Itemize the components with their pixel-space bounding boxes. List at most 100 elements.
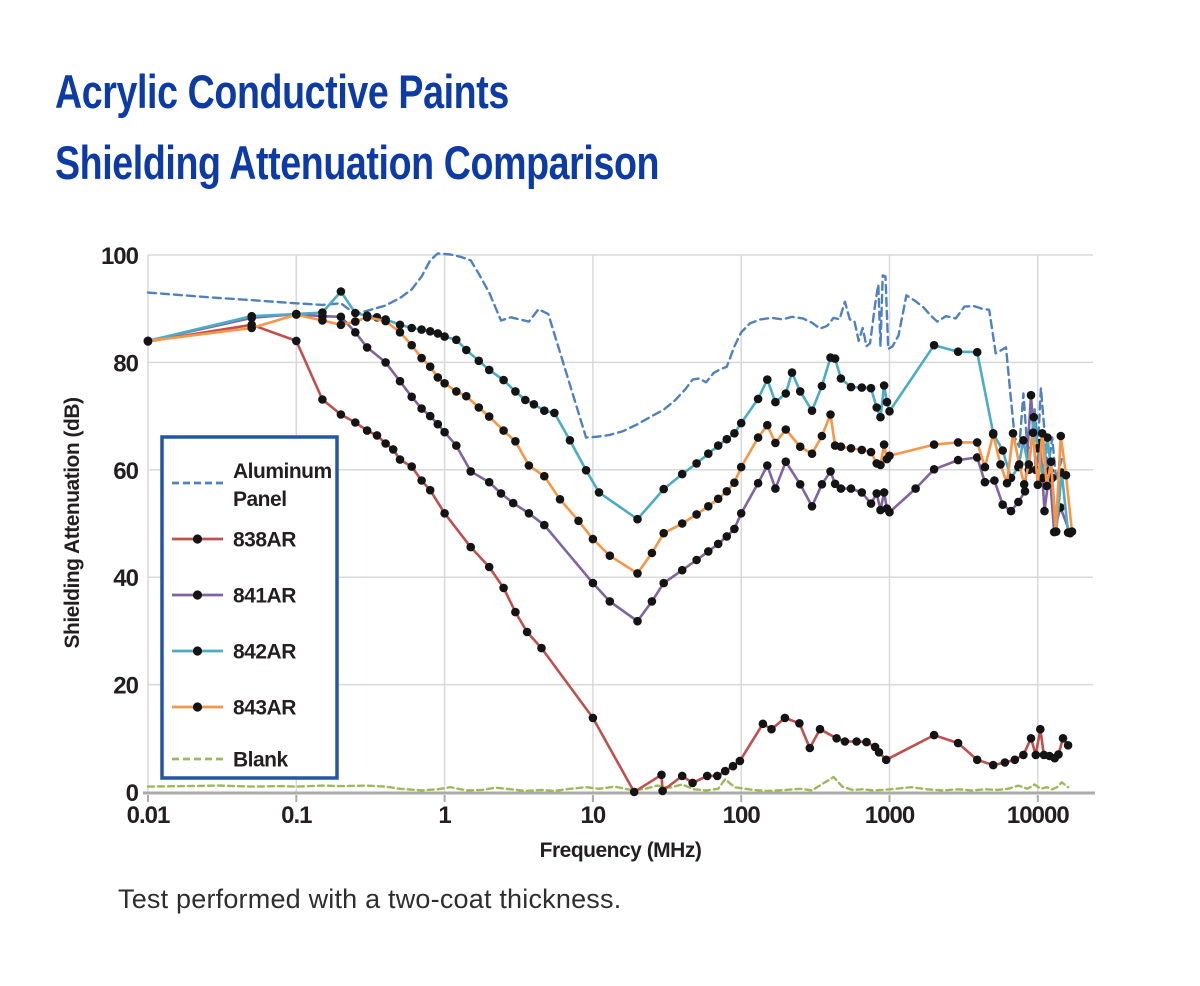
data-point-marker bbox=[351, 418, 360, 427]
data-point-marker bbox=[866, 383, 876, 393]
data-point-marker bbox=[466, 542, 476, 552]
data-point-marker bbox=[659, 528, 668, 538]
data-point-marker bbox=[395, 455, 405, 464]
series-aluminum-panel bbox=[146, 252, 1063, 482]
data-point-marker bbox=[381, 358, 390, 367]
data-point-marker bbox=[929, 465, 939, 474]
data-point-marker bbox=[692, 555, 701, 565]
data-point-marker bbox=[1015, 460, 1024, 469]
x-tick-label: 10 bbox=[581, 802, 606, 829]
data-point-marker bbox=[351, 328, 360, 337]
data-point-marker bbox=[929, 440, 939, 449]
data-point-marker bbox=[1056, 431, 1066, 441]
data-point-marker bbox=[730, 524, 739, 534]
data-point-marker bbox=[388, 445, 398, 454]
series-843ar bbox=[143, 310, 1077, 578]
data-point-marker bbox=[846, 444, 856, 453]
data-point-marker bbox=[998, 446, 1007, 455]
data-point-marker bbox=[484, 365, 494, 375]
data-point-marker bbox=[730, 429, 739, 438]
data-point-marker bbox=[972, 438, 982, 447]
legend-label: 842AR bbox=[233, 641, 296, 664]
data-point-marker bbox=[318, 308, 327, 317]
data-point-marker bbox=[362, 343, 372, 352]
data-point-marker bbox=[425, 362, 435, 372]
data-point-marker bbox=[781, 425, 791, 434]
data-point-marker bbox=[658, 786, 667, 796]
data-point-marker bbox=[407, 323, 417, 333]
data-point-marker bbox=[704, 502, 713, 511]
data-point-marker bbox=[1067, 527, 1077, 536]
data-point-marker bbox=[736, 509, 746, 518]
data-point-marker bbox=[336, 410, 346, 419]
data-point-marker bbox=[540, 471, 549, 481]
data-point-marker bbox=[484, 412, 494, 421]
data-point-marker bbox=[872, 489, 881, 498]
series-line bbox=[146, 252, 1063, 482]
data-point-marker bbox=[633, 616, 642, 626]
chart-caption: Test performed with a two-coat thickness… bbox=[118, 884, 622, 914]
data-point-marker bbox=[817, 480, 827, 489]
data-point-marker bbox=[1000, 758, 1010, 767]
data-point-marker bbox=[882, 397, 892, 407]
data-point-marker bbox=[466, 467, 476, 476]
data-point-marker bbox=[1031, 750, 1041, 760]
data-point-marker bbox=[1040, 506, 1049, 516]
legend-sample-marker bbox=[192, 590, 203, 600]
data-point-marker bbox=[511, 387, 520, 396]
data-point-marker bbox=[953, 455, 963, 465]
data-point-marker bbox=[318, 395, 327, 404]
legend-label: 843AR bbox=[233, 697, 296, 720]
data-point-marker bbox=[1010, 755, 1020, 765]
page-title-line1: Acrylic Conductive Paints bbox=[55, 65, 509, 118]
data-point-marker bbox=[395, 328, 405, 337]
data-point-marker bbox=[781, 457, 791, 467]
data-point-marker bbox=[588, 713, 598, 723]
data-point-marker bbox=[879, 488, 889, 497]
data-point-marker bbox=[629, 787, 639, 797]
data-point-marker bbox=[1051, 527, 1060, 536]
data-point-marker bbox=[372, 431, 382, 440]
data-point-marker bbox=[1037, 429, 1047, 438]
data-point-marker bbox=[605, 597, 615, 606]
data-point-marker bbox=[736, 418, 746, 428]
data-point-marker bbox=[529, 400, 539, 409]
legend-sample-marker bbox=[192, 702, 203, 712]
data-point-marker bbox=[1028, 428, 1038, 438]
data-point-marker bbox=[659, 484, 668, 494]
data-point-marker bbox=[511, 437, 520, 446]
data-point-marker bbox=[657, 770, 666, 780]
data-point-marker bbox=[807, 449, 817, 459]
data-point-marker bbox=[688, 778, 697, 788]
data-point-marker bbox=[484, 477, 494, 487]
data-point-marker bbox=[555, 495, 565, 504]
y-tick-label: 0 bbox=[126, 780, 139, 807]
data-point-marker bbox=[736, 462, 746, 472]
data-point-marker bbox=[857, 488, 867, 497]
data-point-marker bbox=[795, 387, 805, 396]
data-point-marker bbox=[499, 426, 508, 435]
data-point-marker bbox=[763, 375, 772, 384]
data-point-marker bbox=[484, 562, 494, 572]
data-point-marker bbox=[588, 578, 598, 588]
data-point-marker bbox=[846, 484, 856, 493]
data-point-marker bbox=[753, 478, 763, 488]
data-point-marker bbox=[885, 407, 894, 416]
data-point-marker bbox=[462, 391, 471, 401]
data-point-marker bbox=[857, 445, 867, 455]
data-point-marker bbox=[735, 756, 745, 766]
data-point-marker bbox=[395, 376, 405, 386]
data-point-marker bbox=[1036, 724, 1045, 734]
y-tick-label: 100 bbox=[101, 243, 139, 270]
series-838ar bbox=[143, 320, 1073, 797]
series-line bbox=[146, 775, 1070, 793]
data-point-marker bbox=[771, 438, 780, 448]
data-point-marker bbox=[830, 354, 840, 363]
data-point-marker bbox=[929, 730, 939, 740]
data-point-marker bbox=[1019, 480, 1029, 489]
data-point-marker bbox=[1020, 487, 1030, 496]
data-point-marker bbox=[1008, 429, 1018, 438]
data-point-marker bbox=[452, 335, 461, 345]
x-axis-title: Frequency (MHz) bbox=[540, 839, 702, 862]
data-point-marker bbox=[781, 389, 791, 398]
